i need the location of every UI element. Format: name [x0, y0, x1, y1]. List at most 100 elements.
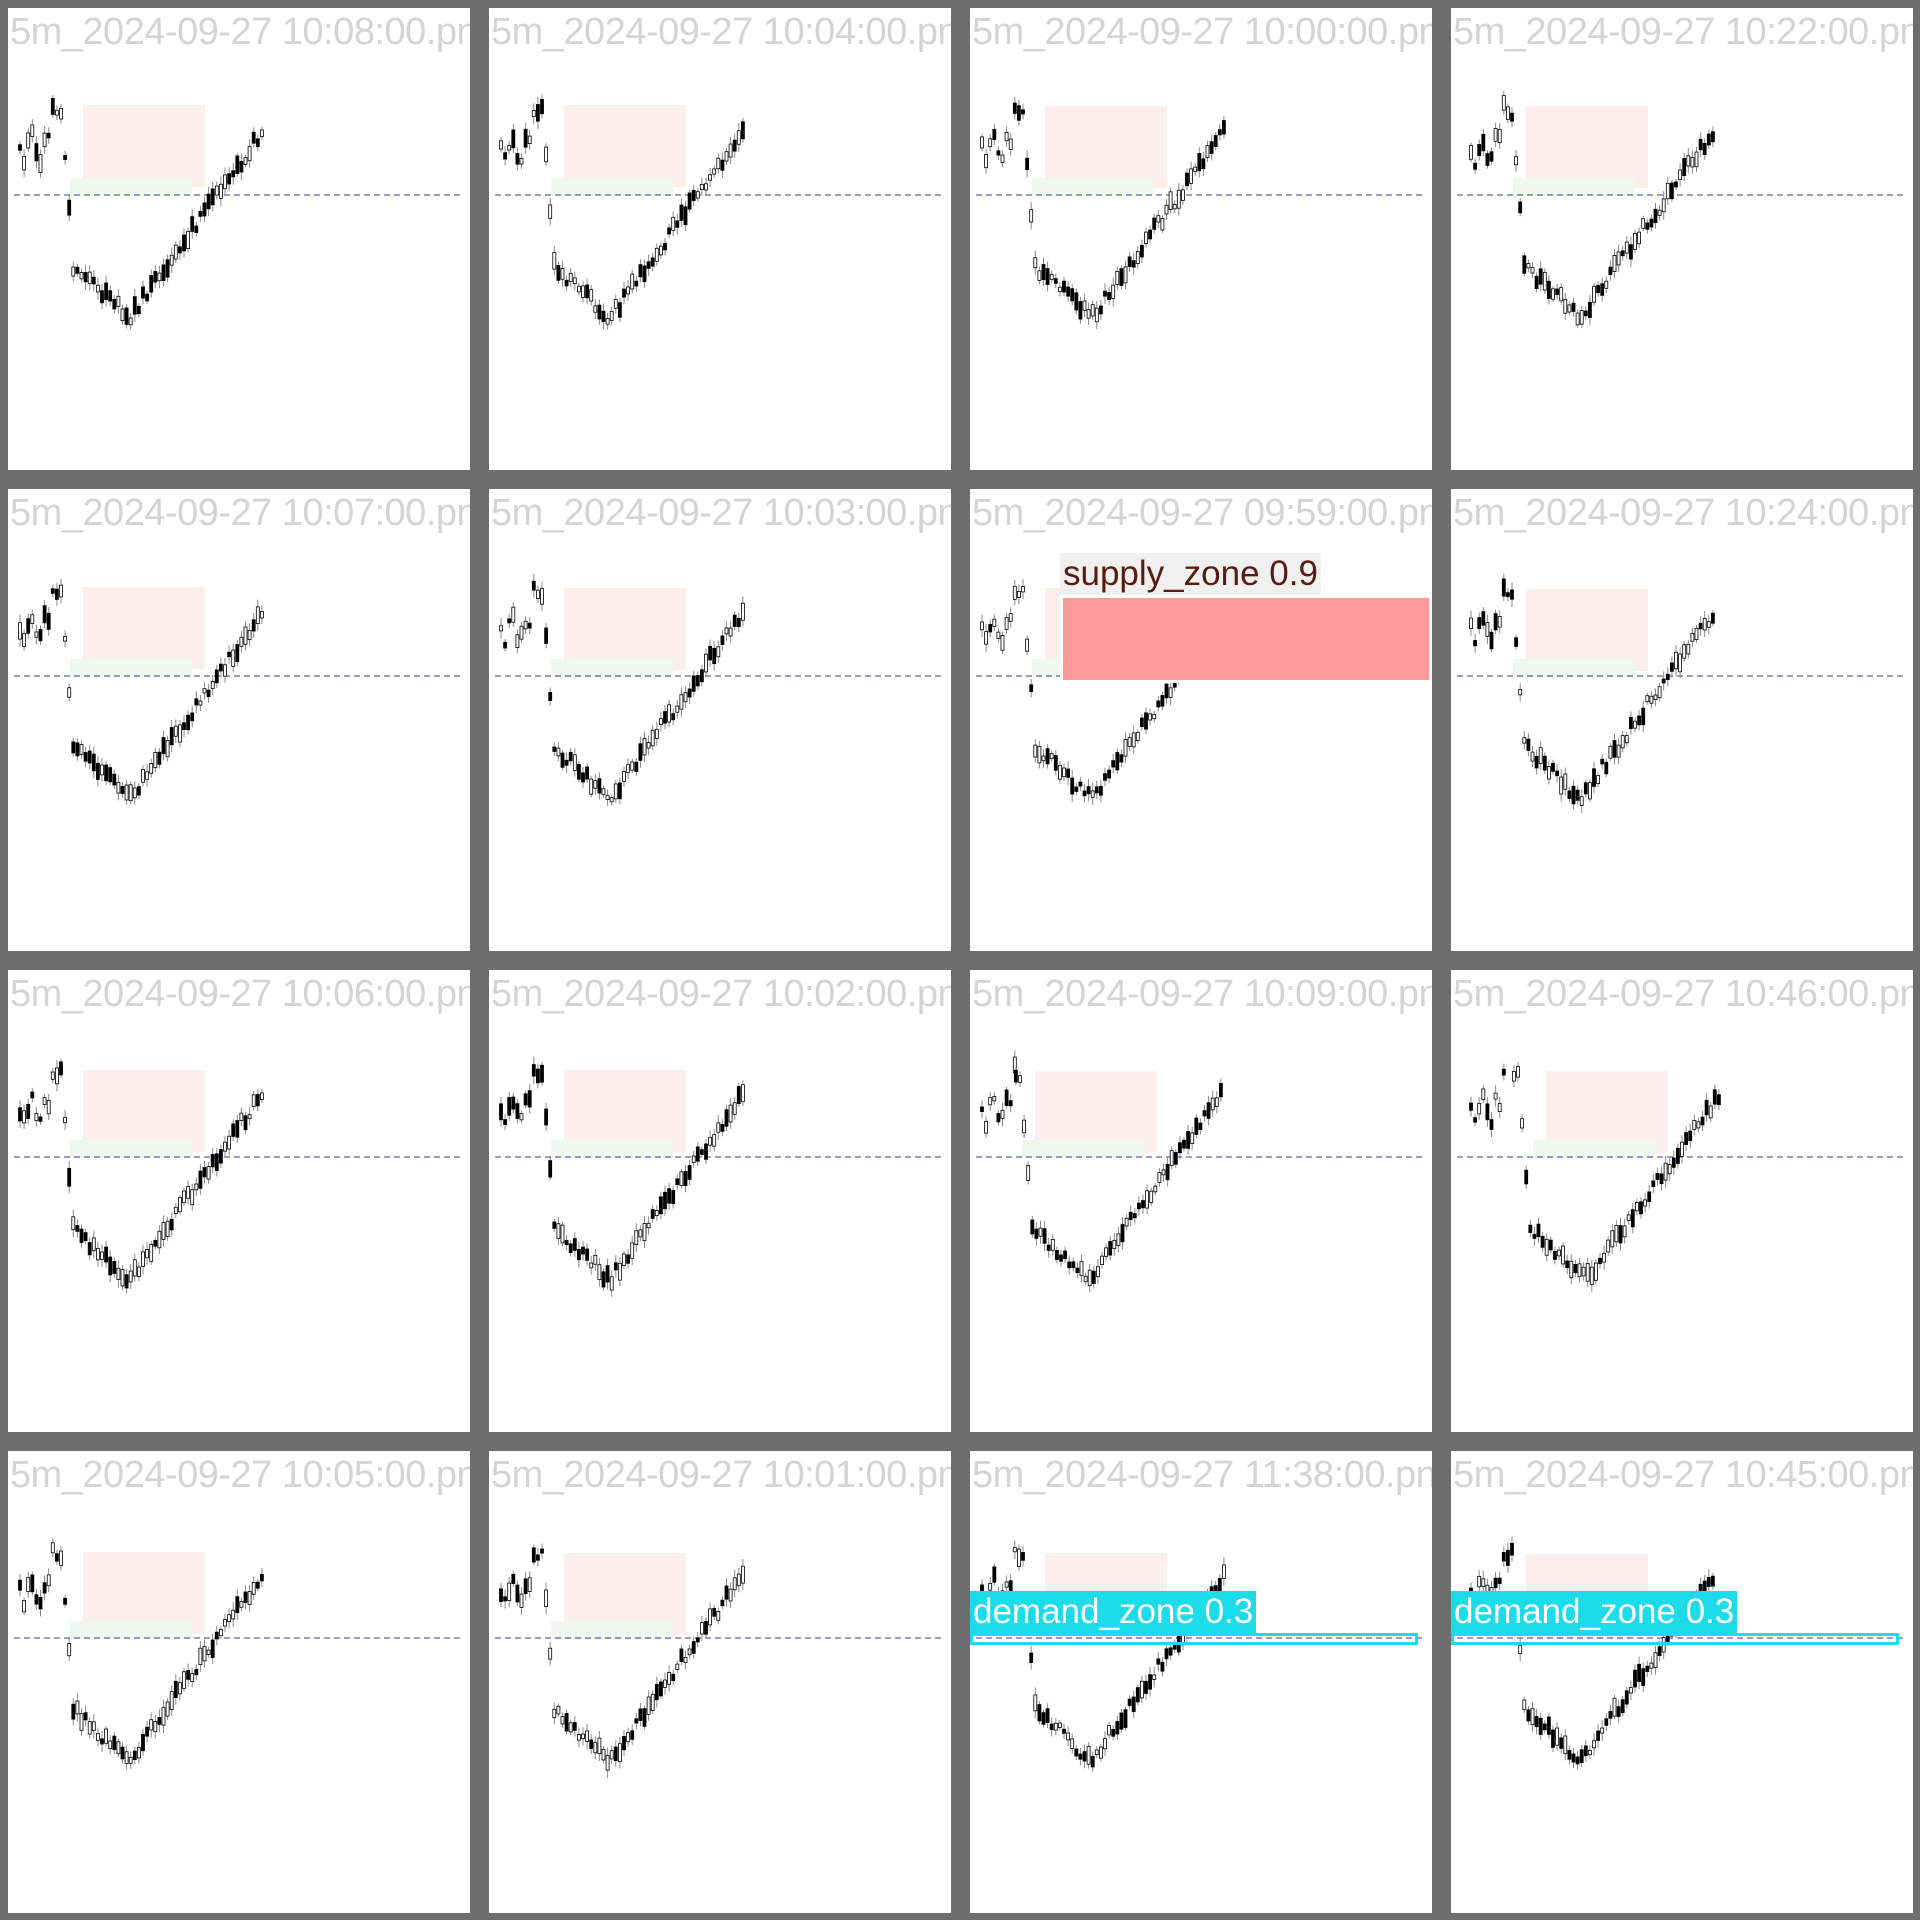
chart-panel: 5m_2024-09-27 11:38:00.png demand_zone 0.…: [970, 1451, 1432, 1913]
candle-body: [601, 1748, 606, 1761]
candle-body: [1111, 1729, 1116, 1737]
candle-body: [1542, 755, 1547, 771]
candle-body: [202, 688, 207, 694]
candle-body: [1029, 209, 1034, 223]
candle-body: [1074, 1748, 1079, 1757]
candle-body: [1045, 1708, 1050, 1724]
candle-body: [548, 1160, 553, 1178]
candle-body: [1070, 777, 1075, 795]
candle-body: [1221, 1564, 1226, 1579]
chart-panel: 5m_2024-09-27 10:24:00.png: [1451, 489, 1913, 951]
candle-body: [1029, 684, 1034, 692]
candle-body: [654, 728, 659, 739]
candle-body: [1593, 1262, 1598, 1281]
candle-body: [556, 747, 561, 757]
candle-body: [1078, 1753, 1083, 1760]
candle-body: [210, 188, 215, 206]
candle-body: [1675, 1147, 1680, 1164]
candle-body: [1575, 312, 1580, 326]
candle-body: [1526, 263, 1531, 269]
panel-filename: 5m_2024-09-27 10:08:00.png: [10, 11, 470, 53]
candle-body: [169, 1218, 174, 1231]
candle-body: [622, 1736, 626, 1751]
candle-body: [1567, 304, 1572, 313]
candle-body: [691, 190, 696, 202]
candle-body: [1667, 1164, 1672, 1175]
candle-body: [613, 783, 618, 800]
candle-body: [1164, 683, 1169, 699]
candle-body: [671, 216, 676, 231]
candle-body: [1144, 712, 1148, 730]
candle-body: [18, 1107, 22, 1122]
candle-body: [1131, 260, 1136, 268]
candle-body: [1710, 1575, 1715, 1587]
candle-body: [704, 653, 708, 673]
candle-body: [223, 664, 227, 677]
candle-body: [255, 1094, 260, 1107]
candle-body: [572, 277, 577, 285]
candle-body: [214, 1153, 219, 1172]
candle-body: [1665, 182, 1670, 200]
candle-body: [638, 743, 643, 761]
candle-body: [507, 1582, 512, 1602]
demand-zone-shade: [70, 1621, 192, 1639]
candle-body: [536, 589, 540, 599]
candle-body: [712, 1134, 717, 1147]
candle-body: [650, 257, 655, 267]
candle-body: [198, 700, 203, 706]
supply-zone-shade: [83, 1552, 205, 1634]
candle-body: [63, 1597, 67, 1605]
candle-body: [255, 1581, 260, 1589]
candle-body: [223, 1141, 227, 1152]
candle-body: [609, 797, 614, 803]
candle-body: [1702, 142, 1707, 155]
candle-body: [548, 1647, 553, 1660]
candle-body: [1469, 1102, 1473, 1111]
candle-body: [1079, 1261, 1084, 1277]
candle-body: [720, 159, 725, 171]
demand-zone-label: demand_zone 0.3: [1451, 1591, 1738, 1633]
candle-body: [1526, 1709, 1531, 1722]
candle-body: [605, 1754, 610, 1771]
candle-body: [1074, 292, 1079, 311]
candle-body: [124, 1274, 129, 1289]
candle-body: [1600, 1727, 1605, 1734]
candlestick-chart: [976, 1050, 1426, 1293]
candle-body: [634, 761, 639, 772]
chart-panel: 5m_2024-09-27 10:07:00.png: [8, 489, 470, 951]
panel-filename: 5m_2024-09-27 10:00:00.png: [972, 11, 1432, 53]
candle-body: [247, 1114, 252, 1120]
candle-body: [1135, 251, 1140, 264]
candle-body: [988, 1097, 993, 1106]
candlestick-chart: [1457, 1061, 1907, 1292]
candle-body: [87, 271, 92, 285]
candle-body: [577, 1248, 581, 1261]
candle-body: [708, 1608, 713, 1626]
candle-body: [1592, 285, 1596, 303]
candle-body: [1647, 1191, 1652, 1203]
candle-body: [71, 1703, 76, 1720]
candle-body: [658, 1681, 663, 1697]
candle-body: [1037, 1704, 1042, 1722]
candle-body: [1119, 268, 1124, 286]
candle-body: [1538, 1717, 1543, 1735]
supply-zone-shade: [564, 1070, 686, 1152]
candle-body: [1123, 266, 1128, 284]
panel-filename: 5m_2024-09-27 10:06:00.png: [10, 973, 470, 1015]
candle-body: [161, 1707, 166, 1726]
candle-body: [1608, 1711, 1613, 1719]
candle-body: [259, 611, 264, 619]
candle-body: [1649, 218, 1654, 228]
candle-body: [100, 1251, 104, 1260]
candle-body: [1551, 288, 1555, 300]
candle-body: [597, 1737, 602, 1755]
supply-zone-shade: [1526, 106, 1648, 188]
candle-body: [1700, 1116, 1705, 1126]
candle-body: [1587, 301, 1592, 318]
candlestick-chart: [495, 573, 945, 806]
candle-body: [1671, 1157, 1676, 1168]
candle-body: [626, 764, 631, 773]
candle-body: [1692, 1119, 1697, 1130]
candle-body: [1152, 217, 1157, 230]
candle-body: [511, 129, 516, 149]
